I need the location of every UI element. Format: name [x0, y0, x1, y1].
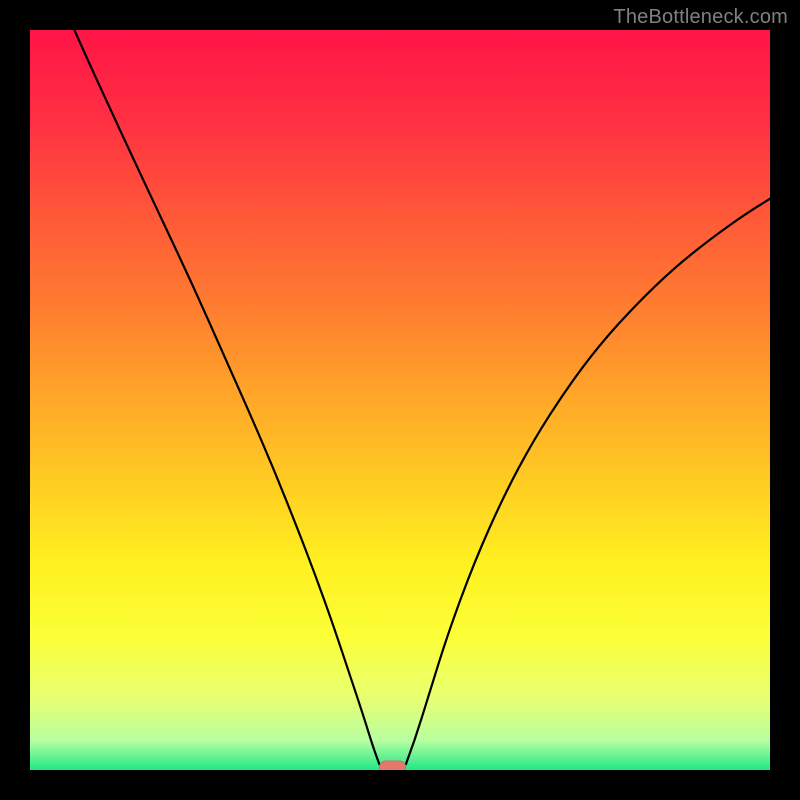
chart-container: TheBottleneck.com	[0, 0, 800, 800]
plot-background	[30, 30, 770, 770]
bottleneck-chart	[0, 0, 800, 800]
frame-bottom	[0, 770, 800, 800]
watermark-text: TheBottleneck.com	[613, 6, 788, 29]
frame-right	[770, 0, 800, 800]
frame-left	[0, 0, 30, 800]
